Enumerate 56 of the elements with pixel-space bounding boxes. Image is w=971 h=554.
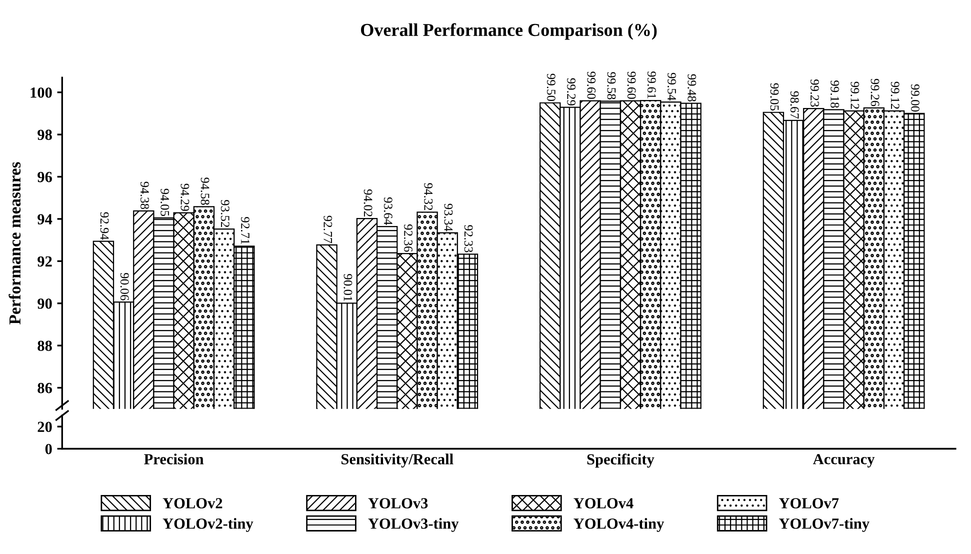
data-label: 99.05 [770,83,779,110]
data-label: 99.58 [607,72,616,100]
x-tick-label: Precision [144,454,204,464]
legend-label: YOLOv7 [779,498,839,508]
data-label: 99.18 [830,80,840,108]
data-label: 93.64 [384,197,392,225]
data-label: 93.34 [444,204,453,232]
data-label: 94.05 [160,188,170,216]
legend-label: YOLOv4 [574,498,634,508]
y-tick-label: 20 [38,422,52,432]
legend-label: YOLOv4-tiny [574,518,664,532]
data-label: 94.02 [364,189,372,216]
data-label: 94.58 [200,178,210,205]
data-label: 99.50 [546,74,556,102]
y-tick-label: 90 [38,298,52,309]
data-label: 99.29 [567,78,576,106]
chart-title: Overall Performance Comparison (%) [361,23,657,40]
data-label: 99.48 [688,74,696,102]
y-tick-label: 100 [30,87,52,98]
data-label: 92.36 [404,224,412,252]
y-tick-label: 98 [38,130,52,140]
legend-label: YOLOv3-tiny [368,518,459,532]
data-label: 93.52 [220,200,230,227]
y-tick-label: 96 [38,172,52,182]
legend-label: YOLOv2 [162,498,222,508]
data-label: 99.54 [668,72,676,100]
x-tick-label: Specificity [587,454,654,468]
data-label: 90.01 [344,274,352,301]
data-label: 94.32 [424,183,433,210]
data-label: 99.26 [870,78,880,106]
data-label: 99.23 [810,79,819,107]
legend-label: YOLOv7-tiny [779,518,870,532]
data-label: 90.06 [120,272,129,300]
data-label: 92.33 [464,225,473,252]
y-tick-label: 92 [38,256,52,267]
data-label: 94.38 [140,182,149,210]
x-tick-label: Accuracy [812,454,875,468]
data-label: 99.12 [850,82,860,109]
data-label: 92.77 [324,216,332,244]
y-axis-title: Performance measures [8,162,21,324]
y-tick-label: 94 [38,214,52,224]
data-label: 99.60 [627,72,636,99]
data-label: 99.60 [587,72,596,99]
data-label: 92.94 [100,212,109,240]
data-label: 92.71 [240,217,250,244]
data-label: 99.12 [890,82,900,109]
legend-label: YOLOv2-tiny [162,518,254,532]
y-tick-label: 86 [38,382,52,394]
y-tick-label: 0 [45,444,52,454]
x-tick-label: Sensitivity/Recall [342,454,454,468]
data-label: 99.61 [647,71,656,98]
data-label: 99.00 [910,84,920,112]
data-label: 98.67 [790,91,799,119]
legend-label: YOLOv3 [368,498,428,508]
data-label: 94.29 [180,184,190,211]
y-tick-label: 88 [38,340,52,351]
